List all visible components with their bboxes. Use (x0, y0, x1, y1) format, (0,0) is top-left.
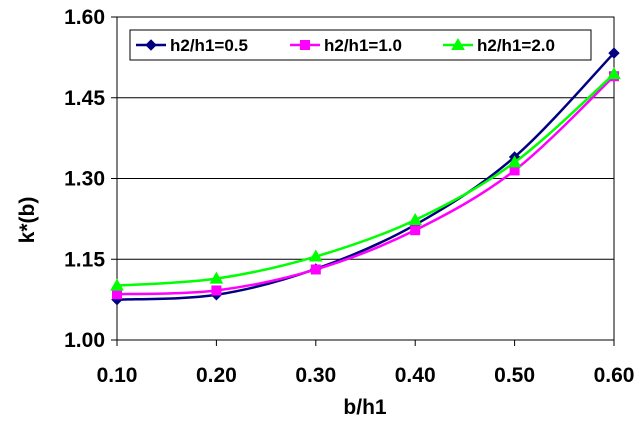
x-tick-label-0: 0.10 (97, 364, 138, 387)
series-2-point-5 (607, 67, 621, 80)
axes-layer (111, 16, 615, 346)
legend-marker-0 (145, 39, 157, 51)
series-layer (110, 47, 621, 306)
y-tick-label-3: 1.45 (64, 87, 105, 110)
plot-border (116, 16, 615, 341)
legend-item-0: h2/h1=0.5 (136, 36, 248, 55)
legend-label-2: h2/h1=2.0 (477, 36, 555, 55)
legend-label-0: h2/h1=0.5 (170, 36, 248, 55)
series-2-point-0 (110, 278, 124, 291)
y-tick-label-0: 1.00 (64, 329, 105, 352)
series-2-point-3 (408, 212, 423, 225)
legend-items: h2/h1=0.5 h2/h1=1.0 h2/h1=2.0 (136, 36, 555, 55)
series-2 (110, 67, 621, 291)
x-tick-label-3: 0.40 (395, 364, 436, 387)
legend-label-1: h2/h1=1.0 (324, 36, 402, 55)
y-tick-label-1: 1.15 (64, 248, 105, 271)
legend-item-2: h2/h1=2.0 (443, 36, 555, 55)
legend-item-1: h2/h1=1.0 (290, 36, 402, 55)
tick-labels-layer: 1.00 1.15 1.30 1.45 1.60 0.10 0.20 0.30 0.40 0.50… (64, 6, 634, 387)
series-1 (112, 71, 619, 300)
series-1-point-0 (112, 289, 122, 300)
legend-box (129, 29, 592, 61)
series-line-2 (116, 73, 615, 287)
x-tick-label-4: 0.50 (494, 364, 535, 387)
y-tick-label-4: 1.60 (64, 6, 105, 29)
series-1-point-3 (410, 225, 421, 236)
x-tick-label-2: 0.30 (295, 364, 336, 387)
series-2-point-1 (209, 271, 224, 284)
x-tick-label-5: 0.60 (594, 364, 635, 387)
series-line-1 (116, 75, 615, 296)
series-0 (111, 47, 620, 306)
series-1-point-1 (211, 285, 222, 296)
series-1-point-2 (310, 264, 321, 275)
y-axis-title: k*(b) (16, 197, 39, 244)
series-0-point-5 (608, 47, 620, 59)
legend-marker-2 (451, 37, 465, 50)
x-axis-title: b/h1 (343, 396, 386, 419)
series-2-point-4 (507, 155, 522, 168)
series-2-point-2 (308, 249, 323, 262)
legend-marker-1 (300, 40, 310, 50)
legend: h2/h1=0.5 h2/h1=1.0 h2/h1=2.0 (129, 29, 592, 61)
series-line-0 (116, 52, 615, 301)
y-tick-label-2: 1.30 (64, 168, 105, 191)
x-tick-label-1: 0.20 (196, 364, 237, 387)
